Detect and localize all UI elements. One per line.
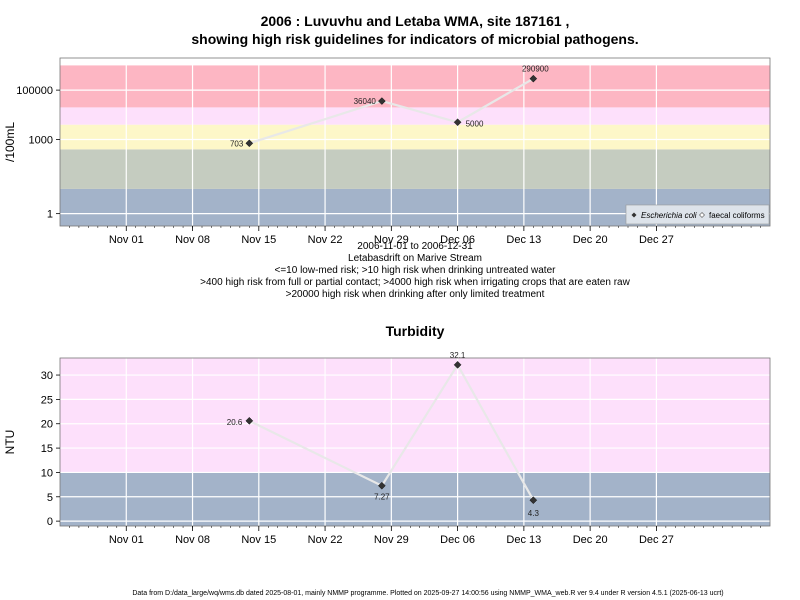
data-label-0-1: 36040 (354, 97, 377, 106)
risk-band-1-1 (60, 358, 770, 473)
y-tick-label-1-2: 10 (41, 467, 53, 479)
data-label-0-0: 703 (230, 139, 244, 148)
x-tick-label-0-7: Dec 20 (573, 234, 608, 246)
x-tick-label-0-6: Dec 13 (506, 234, 541, 246)
y-tick-label-0-2: 100000 (16, 85, 53, 97)
data-point-1-2 (453, 360, 462, 369)
y-tick-label-1-0: 0 (47, 516, 53, 528)
data-point-0-3 (529, 74, 538, 83)
y-tick-label-1-1: 5 (47, 492, 53, 504)
y-axis-label-0: /100mL (3, 122, 17, 162)
legend-box (625, 204, 770, 225)
x-tick-label-1-5: Dec 06 (440, 534, 475, 546)
y-axis-label-1: NTU (3, 430, 17, 455)
risk-band-0-1 (60, 149, 770, 189)
data-label-1-0: 20.6 (227, 418, 243, 427)
x-tick-label-0-2: Nov 15 (241, 234, 276, 246)
info-line-3: >400 high risk from full or partial cont… (200, 277, 630, 288)
data-point-1-1 (378, 481, 386, 490)
y-tick-label-1-6: 30 (41, 370, 53, 382)
x-tick-label-0-5: Dec 06 (440, 234, 475, 246)
data-point-1-0 (245, 416, 254, 425)
data-label-1-1: 7.27 (374, 493, 390, 502)
legend-marker-faecal (699, 212, 705, 218)
data-point-0-1 (378, 97, 386, 105)
chart-subtitle-0: showing high risk guidelines for indicat… (191, 31, 638, 47)
x-tick-label-1-0: Nov 01 (109, 534, 144, 546)
data-point-0-2 (453, 118, 462, 127)
plot-frame-1 (59, 357, 771, 527)
x-tick-label-0-0: Nov 01 (109, 234, 144, 246)
risk-band-0-2 (60, 124, 770, 150)
x-tick-label-1-8: Dec 27 (639, 534, 674, 546)
data-point-1-3 (529, 496, 538, 505)
footer-note: Data from D:/data_large/wq/wms.db dated … (132, 590, 723, 597)
chart-title-1: Turbidity (386, 323, 445, 339)
y-tick-label-0-1: 1000 (29, 135, 53, 147)
x-tick-label-1-7: Dec 20 (573, 534, 608, 546)
x-tick-label-0-3: Nov 22 (308, 234, 343, 246)
risk-band-0-4 (60, 65, 770, 108)
risk-band-1-0 (60, 472, 770, 526)
data-label-1-3: 4.3 (528, 509, 540, 518)
y-tick-label-1-5: 25 (41, 394, 53, 406)
plot-frame-0 (59, 57, 771, 227)
x-tick-label-1-2: Nov 15 (241, 534, 276, 546)
data-label-0-2: 5000 (466, 119, 484, 128)
info-line-2: <=10 low-med risk; >10 high risk when dr… (275, 265, 557, 276)
y-tick-label-0-0: 1 (47, 209, 53, 221)
info-line-0: 2006-11-01 to 2006-12-31 (357, 241, 473, 252)
x-tick-label-1-6: Dec 13 (506, 534, 541, 546)
legend-marker-e-coli (631, 212, 637, 218)
x-tick-label-0-1: Nov 08 (175, 234, 210, 246)
info-line-1: Letabasdrift on Marive Stream (348, 253, 482, 264)
y-tick-label-1-3: 15 (41, 443, 53, 455)
x-tick-label-0-4: Nov 29 (374, 234, 409, 246)
x-tick-label-1-3: Nov 22 (308, 534, 343, 546)
chart-title-0: 2006 : Luvuvhu and Letaba WMA, site 1871… (261, 13, 570, 29)
x-tick-label-1-4: Nov 29 (374, 534, 409, 546)
data-label-1-2: 32.1 (450, 351, 466, 360)
series-line-0-0 (248, 77, 534, 145)
y-tick-label-1-4: 20 (41, 419, 53, 431)
legend-label-faecal: faecal coliforms (709, 211, 765, 220)
x-tick-label-1-1: Nov 08 (175, 534, 210, 546)
data-label-0-3: 290900 (522, 65, 549, 74)
legend-label-e-coli: Escherichia coli (641, 211, 697, 220)
info-line-4: >20000 high risk when drinking after onl… (286, 289, 545, 300)
series-line-1-0 (248, 362, 535, 501)
x-tick-label-0-8: Dec 27 (639, 234, 674, 246)
risk-band-0-3 (60, 107, 770, 125)
data-point-0-0 (245, 139, 254, 148)
